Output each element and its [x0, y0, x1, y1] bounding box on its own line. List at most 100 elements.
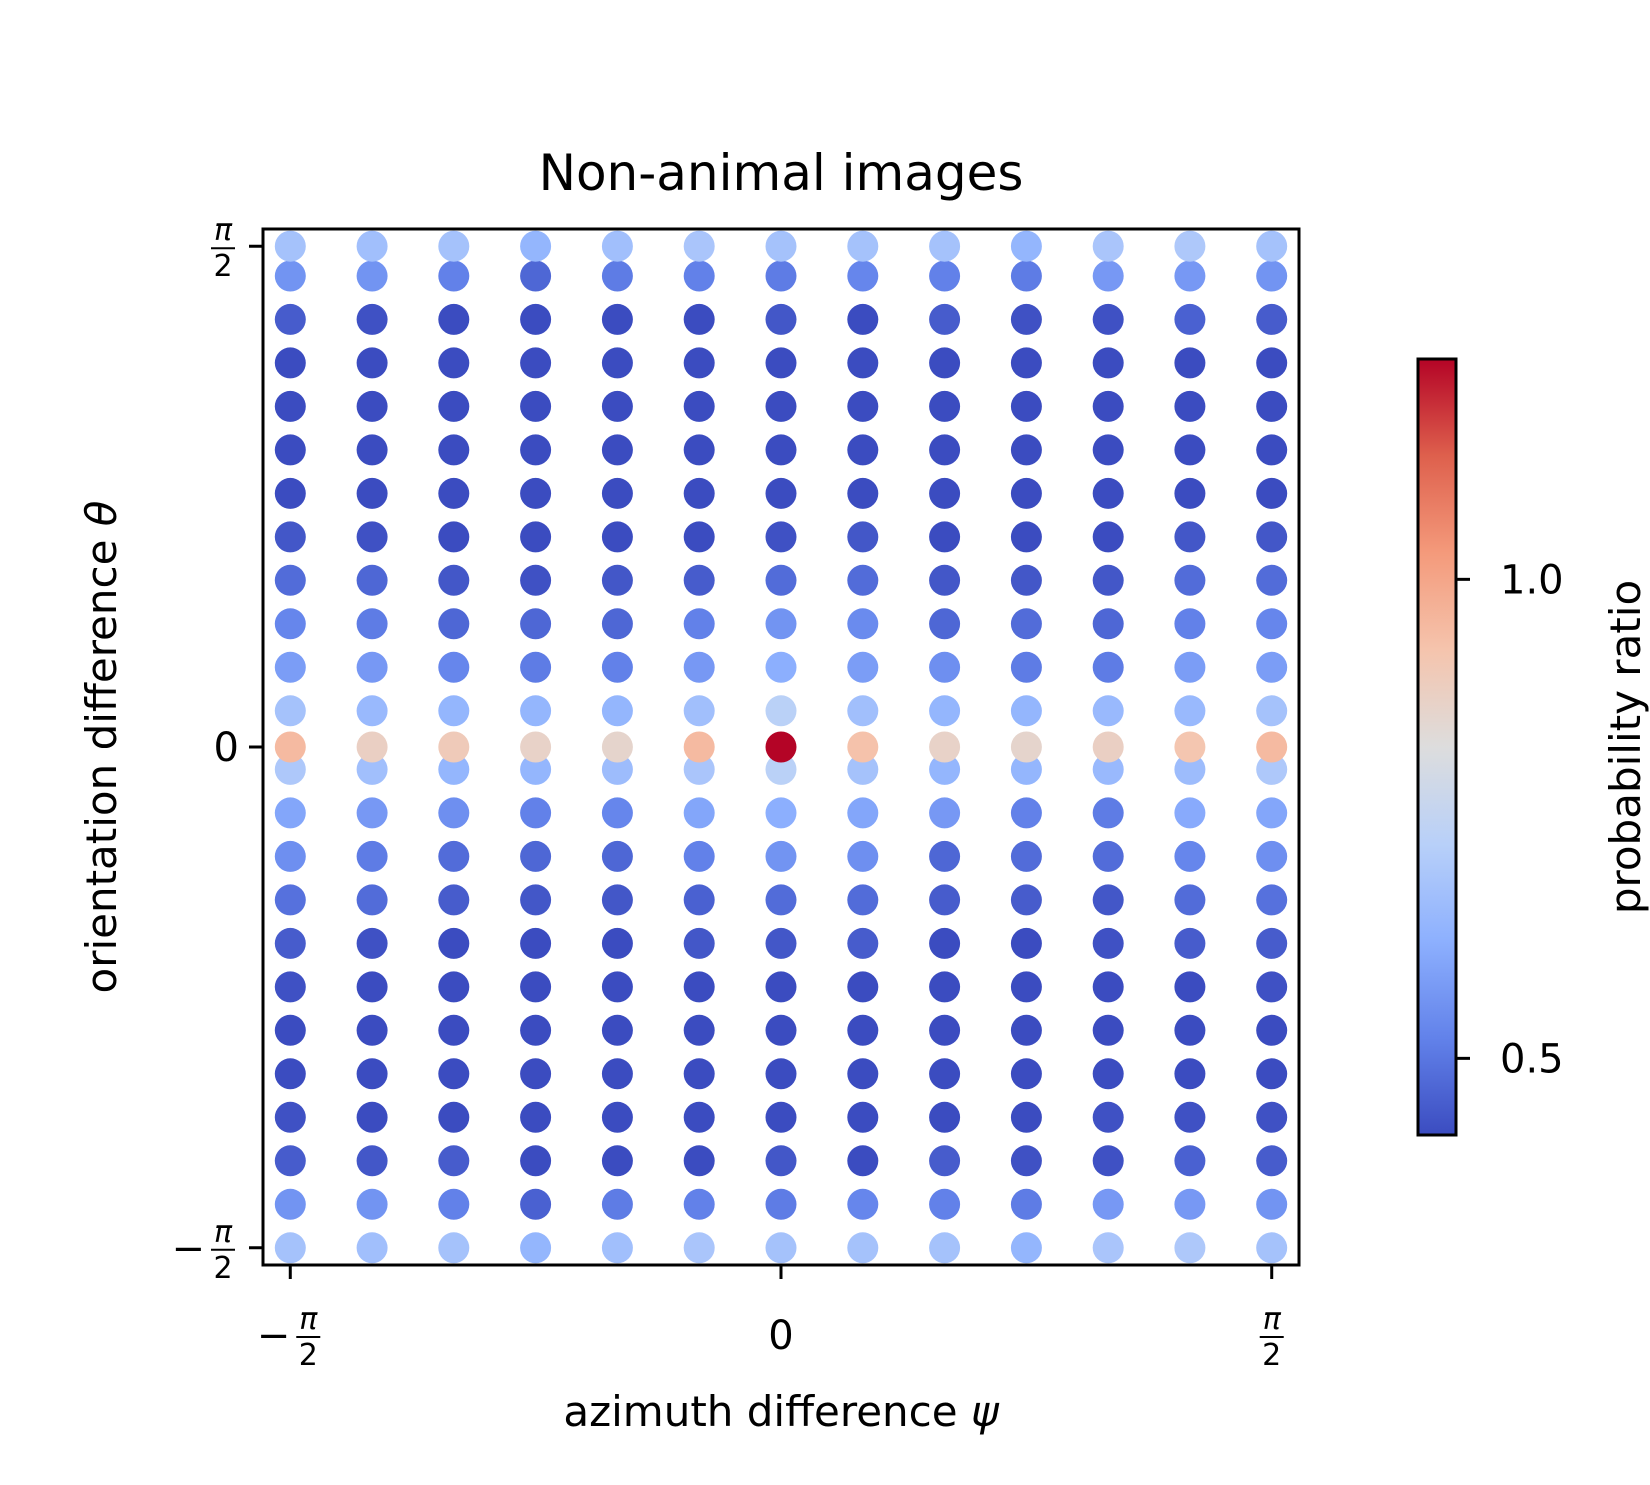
- data-point: [520, 390, 552, 422]
- data-point: [929, 390, 961, 422]
- data-point: [438, 797, 470, 829]
- data-point: [1174, 303, 1206, 335]
- data-point: [847, 1014, 879, 1046]
- data-point: [274, 927, 306, 959]
- data-point: [274, 1145, 306, 1177]
- data-point: [1174, 651, 1206, 683]
- y-tick-label-numerator: π: [214, 1215, 233, 1250]
- data-point: [1256, 884, 1288, 916]
- data-point: [1256, 840, 1288, 872]
- data-point: [1092, 347, 1124, 379]
- data-point: [520, 1058, 552, 1090]
- data-point: [765, 347, 797, 379]
- data-point: [683, 1188, 715, 1220]
- data-point: [1092, 1058, 1124, 1090]
- data-point: [438, 347, 470, 379]
- data-point: [929, 797, 961, 829]
- data-point: [520, 1014, 552, 1046]
- data-point: [765, 971, 797, 1003]
- data-point: [274, 1058, 306, 1090]
- y-tick-label-denominator: 2: [213, 1251, 232, 1286]
- data-point: [356, 303, 388, 335]
- data-point: [356, 1101, 388, 1133]
- data-point: [274, 564, 306, 596]
- data-point: [1092, 753, 1124, 785]
- data-point: [601, 521, 633, 553]
- data-point: [520, 230, 552, 262]
- data-point: [438, 434, 470, 466]
- data-point: [1092, 1101, 1124, 1133]
- data-point: [847, 971, 879, 1003]
- data-point: [356, 971, 388, 1003]
- data-point: [520, 1188, 552, 1220]
- x-tick-label-numerator: π: [299, 1302, 318, 1337]
- data-point: [929, 971, 961, 1003]
- data-point: [765, 651, 797, 683]
- data-point: [929, 347, 961, 379]
- data-point: [847, 753, 879, 785]
- y-tick-label-numerator: π: [214, 213, 233, 248]
- data-point: [1092, 1232, 1124, 1264]
- data-point: [929, 927, 961, 959]
- data-point: [520, 695, 552, 727]
- data-point: [601, 434, 633, 466]
- data-point: [438, 521, 470, 553]
- data-point: [929, 477, 961, 509]
- data-point: [1092, 521, 1124, 553]
- data-point: [1092, 303, 1124, 335]
- data-point: [847, 521, 879, 553]
- data-point: [274, 608, 306, 640]
- data-point: [1010, 971, 1042, 1003]
- data-point: [847, 1145, 879, 1177]
- data-point: [438, 1101, 470, 1133]
- data-point: [847, 477, 879, 509]
- data-point: [438, 731, 470, 763]
- data-point: [1256, 651, 1288, 683]
- data-point: [847, 1188, 879, 1220]
- data-point: [1092, 608, 1124, 640]
- data-point: [601, 1058, 633, 1090]
- data-point: [601, 1014, 633, 1046]
- data-point: [438, 390, 470, 422]
- data-point: [274, 731, 306, 763]
- data-point: [520, 303, 552, 335]
- data-point: [601, 651, 633, 683]
- data-point: [1256, 390, 1288, 422]
- data-point: [683, 884, 715, 916]
- data-point: [1010, 1232, 1042, 1264]
- data-point: [274, 477, 306, 509]
- data-point: [1092, 260, 1124, 292]
- data-point: [1256, 521, 1288, 553]
- data-point: [765, 1101, 797, 1133]
- data-point: [274, 753, 306, 785]
- data-point: [765, 695, 797, 727]
- data-point: [929, 564, 961, 596]
- data-point: [929, 884, 961, 916]
- data-point: [1256, 1188, 1288, 1220]
- x-tick-label: 0: [768, 1313, 793, 1359]
- data-point: [765, 230, 797, 262]
- data-point: [765, 1232, 797, 1264]
- data-point: [601, 753, 633, 785]
- data-point: [356, 1145, 388, 1177]
- data-point: [274, 840, 306, 872]
- data-point: [1174, 731, 1206, 763]
- data-point: [520, 347, 552, 379]
- data-point: [438, 971, 470, 1003]
- data-point: [520, 1232, 552, 1264]
- data-point: [1256, 927, 1288, 959]
- data-point: [1010, 884, 1042, 916]
- data-point: [356, 1014, 388, 1046]
- colorbar-label: probability ratio: [1601, 580, 1650, 914]
- data-point: [683, 1145, 715, 1177]
- data-point: [1256, 1014, 1288, 1046]
- data-point: [847, 390, 879, 422]
- data-point: [683, 1058, 715, 1090]
- data-point: [929, 1014, 961, 1046]
- data-point: [1092, 840, 1124, 872]
- data-point: [1174, 260, 1206, 292]
- data-point: [765, 608, 797, 640]
- data-point: [765, 753, 797, 785]
- data-point: [601, 1188, 633, 1220]
- data-point: [601, 390, 633, 422]
